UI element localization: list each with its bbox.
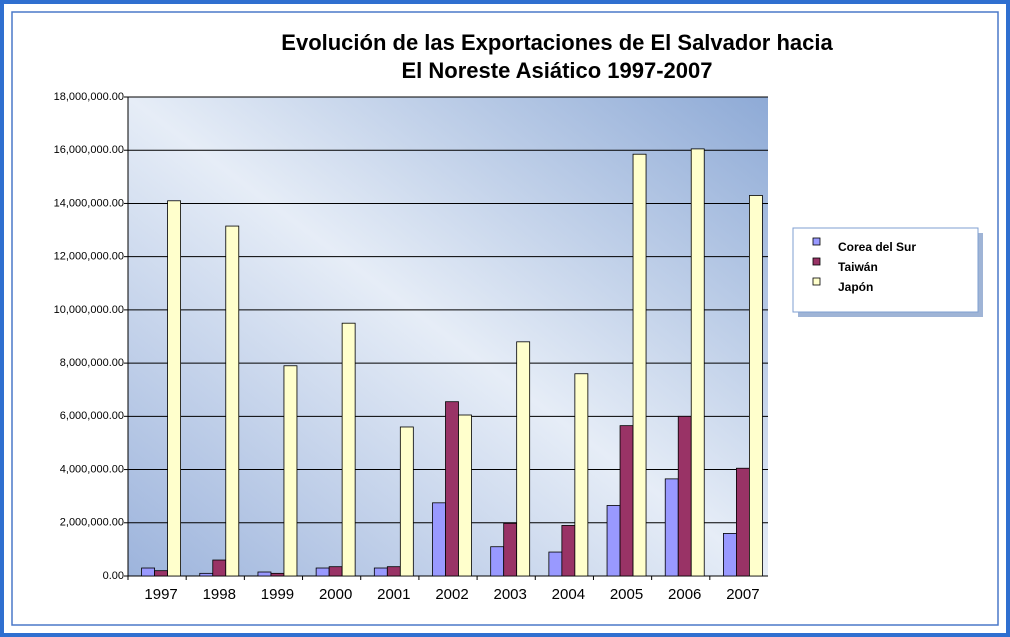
x-tick-label: 2001 xyxy=(377,586,410,603)
bar xyxy=(516,341,531,577)
bar xyxy=(458,414,472,577)
y-tick-label: 0.00 xyxy=(103,570,124,582)
bar xyxy=(632,153,647,577)
x-tick-label: 2002 xyxy=(435,586,468,603)
bar xyxy=(212,559,227,577)
bar xyxy=(257,571,272,577)
bar xyxy=(619,425,634,577)
bar xyxy=(574,373,589,577)
x-tick-label: 1999 xyxy=(261,586,294,603)
bar xyxy=(167,200,181,577)
legend-swatch xyxy=(812,277,821,286)
legend-label: Corea del Sur xyxy=(838,240,916,254)
y-tick-label: 8,000,000.00 xyxy=(60,357,124,369)
inner-frame xyxy=(11,11,999,626)
bar xyxy=(199,572,214,577)
y-tick-label: 18,000,000.00 xyxy=(54,91,124,103)
x-tick-label: 2005 xyxy=(610,586,643,603)
x-tick-label: 2006 xyxy=(668,586,701,603)
bar xyxy=(386,566,401,577)
x-tick-label: 2003 xyxy=(493,586,526,603)
chart-title: Evolución de las Exportaciones de El Sal… xyxy=(281,30,833,55)
bar xyxy=(749,195,763,577)
bar xyxy=(664,478,679,577)
bar xyxy=(399,426,414,577)
bar xyxy=(690,148,705,577)
bar xyxy=(154,570,168,577)
y-tick-label: 14,000,000.00 xyxy=(54,197,124,209)
bar xyxy=(561,525,576,577)
bar xyxy=(328,566,343,577)
bar xyxy=(225,225,240,577)
x-tick-label: 1998 xyxy=(203,586,236,603)
bar xyxy=(606,505,621,577)
bar xyxy=(445,401,459,577)
bar xyxy=(490,546,505,577)
bar xyxy=(373,567,388,577)
y-tick-label: 16,000,000.00 xyxy=(54,144,124,156)
legend-label: Japón xyxy=(838,280,873,294)
y-tick-label: 2,000,000.00 xyxy=(60,517,124,529)
y-tick-label: 10,000,000.00 xyxy=(54,304,124,316)
bar xyxy=(432,502,446,577)
bar xyxy=(341,322,356,577)
legend-label: Taiwán xyxy=(838,260,878,274)
legend-swatch xyxy=(812,237,821,246)
y-tick-label: 12,000,000.00 xyxy=(54,251,124,263)
y-tick-label: 6,000,000.00 xyxy=(60,410,124,422)
bar xyxy=(677,415,692,577)
bar xyxy=(283,365,298,577)
bar xyxy=(270,572,285,577)
legend-box xyxy=(792,227,979,313)
y-tick-label: 4,000,000.00 xyxy=(60,463,124,475)
bar xyxy=(315,567,330,577)
x-tick-label: 1997 xyxy=(144,586,177,603)
bar xyxy=(723,533,737,577)
bar xyxy=(141,567,155,577)
bar xyxy=(548,551,563,577)
x-tick-label: 2007 xyxy=(726,586,759,603)
bar xyxy=(503,522,518,577)
bar xyxy=(736,467,750,577)
x-tick-label: 2004 xyxy=(552,586,585,603)
chart-title: El Noreste Asiático 1997-2007 xyxy=(401,58,712,83)
x-tick-label: 2000 xyxy=(319,586,352,603)
legend-swatch xyxy=(812,257,821,266)
